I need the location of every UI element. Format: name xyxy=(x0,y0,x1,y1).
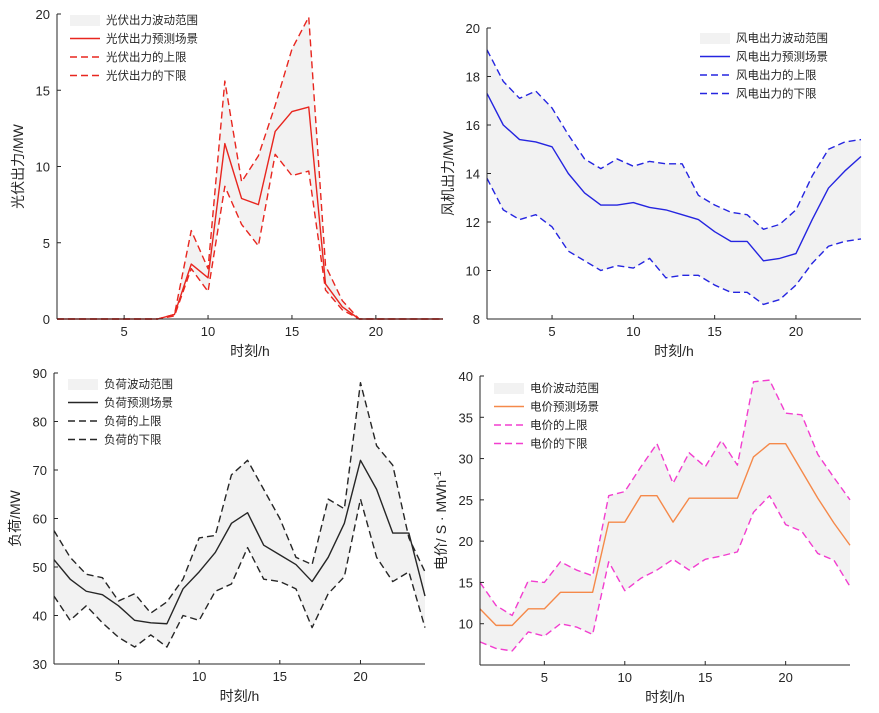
chart-panel-3: 5 10 15 20 30 40 50 60 70 80 90 时刻/h 负荷/MW 负荷波动范围负荷预测… xyxy=(7,366,426,704)
lower-limit-line xyxy=(53,498,426,648)
upper-limit-line xyxy=(486,49,862,230)
x-axis-label: 时刻/h xyxy=(654,343,694,359)
legend-label: 风电出力波动范围 xyxy=(736,31,828,45)
y-tick-label: 40 xyxy=(459,369,473,384)
y-tick-label: 50 xyxy=(33,560,47,575)
x-tick-label: 5 xyxy=(121,324,128,339)
x-tick-label: 10 xyxy=(626,324,640,339)
x-tick-label: 20 xyxy=(789,324,803,339)
legend-label: 负荷的上限 xyxy=(104,414,162,428)
range-band xyxy=(487,49,861,305)
y-tick-label: 20 xyxy=(459,534,473,549)
x-axis-label: 时刻/h xyxy=(645,689,685,705)
y-tick-label: 5 xyxy=(43,236,50,251)
y-tick-label: 30 xyxy=(33,657,47,672)
y-tick-label: 12 xyxy=(466,215,480,230)
y-tick-label: 10 xyxy=(36,160,50,175)
y-axis-label-superscript: -1 xyxy=(433,471,444,480)
legend-label: 光伏出力的下限 xyxy=(106,69,187,83)
y-axis-label: 电价/ S · MWh-1 xyxy=(433,471,450,571)
y-tick-label: 90 xyxy=(33,366,47,381)
legend-label: 电价波动范围 xyxy=(530,381,599,395)
legend-label: 风电出力的下限 xyxy=(736,87,817,101)
x-tick-label: 5 xyxy=(548,324,555,339)
y-tick-label: 20 xyxy=(36,7,50,22)
y-tick-label: 18 xyxy=(466,70,480,85)
y-tick-label: 0 xyxy=(43,312,50,327)
legend-label: 光伏出力预测场景 xyxy=(106,32,198,46)
chart-panel-4: 5 10 15 20 10 15 20 25 30 35 40 时刻/h 电价/ S · MWh-1 电价… xyxy=(433,369,851,705)
y-tick-label: 40 xyxy=(33,609,47,624)
legend-label: 风电出力的上限 xyxy=(736,68,817,82)
x-tick-label: 20 xyxy=(353,669,367,684)
lower-limit-line xyxy=(486,178,862,306)
x-tick-label: 10 xyxy=(201,324,215,339)
y-tick-label: 15 xyxy=(459,575,473,590)
y-axis-label: 负荷/MW xyxy=(7,489,23,547)
range-band xyxy=(54,382,425,648)
forecast-line xyxy=(479,443,851,627)
legend-label: 风电出力预测场景 xyxy=(736,50,828,64)
y-tick-label: 20 xyxy=(466,21,480,36)
x-tick-label: 20 xyxy=(369,324,383,339)
legend-swatch-band xyxy=(70,15,100,26)
y-tick-label: 70 xyxy=(33,463,47,478)
x-tick-label: 15 xyxy=(698,670,712,685)
y-tick-label: 8 xyxy=(473,312,480,327)
y-tick-label: 80 xyxy=(33,415,47,430)
x-tick-label: 5 xyxy=(115,669,122,684)
legend-label: 光伏出力波动范围 xyxy=(106,13,198,27)
y-tick-label: 30 xyxy=(459,452,473,467)
y-tick-label: 10 xyxy=(459,617,473,632)
x-tick-label: 20 xyxy=(778,670,792,685)
x-tick-label: 15 xyxy=(285,324,299,339)
y-tick-label: 15 xyxy=(36,83,50,98)
upper-limit-line xyxy=(479,379,851,617)
legend-label: 电价预测场景 xyxy=(530,400,599,414)
legend-swatch-band xyxy=(68,379,98,390)
x-tick-label: 10 xyxy=(618,670,632,685)
x-tick-label: 10 xyxy=(192,669,206,684)
legend-swatch-band xyxy=(700,33,730,44)
x-tick-label: 5 xyxy=(541,670,548,685)
y-tick-label: 60 xyxy=(33,512,47,527)
x-axis-label: 时刻/h xyxy=(220,688,260,704)
lower-limit-line xyxy=(479,495,851,652)
upper-limit-line xyxy=(53,382,426,614)
legend-label: 负荷的下限 xyxy=(104,433,162,447)
y-tick-label: 16 xyxy=(466,118,480,133)
chart-panel-1: 5 10 15 20 0 5 10 15 20 时刻/h 光伏出力/MW 光伏出力波动范围光伏出力预测… xyxy=(10,7,443,359)
y-axis-label: 风机出力/MW xyxy=(440,130,456,216)
range-band xyxy=(480,380,850,651)
y-tick-label: 25 xyxy=(459,493,473,508)
forecast-line xyxy=(53,459,426,625)
x-axis-label: 时刻/h xyxy=(230,343,270,359)
legend-label: 光伏出力的上限 xyxy=(106,50,187,64)
legend-label: 电价的上限 xyxy=(530,418,588,432)
legend-swatch-band xyxy=(494,383,524,394)
forecast-line xyxy=(486,93,862,262)
legend-label: 负荷波动范围 xyxy=(104,377,173,391)
y-tick-label: 14 xyxy=(466,167,480,182)
legend-label: 负荷预测场景 xyxy=(104,396,173,410)
legend-label: 电价的下限 xyxy=(530,437,588,451)
y-tick-label: 10 xyxy=(466,264,480,279)
x-tick-label: 15 xyxy=(707,324,721,339)
y-tick-label: 35 xyxy=(459,410,473,425)
x-tick-label: 15 xyxy=(273,669,287,684)
chart-panel-2: 5 10 15 20 8 10 12 14 16 18 20 时刻/h 风机出力/MW 风电出力波动范围风… xyxy=(440,21,862,359)
y-axis-label: 光伏出力/MW xyxy=(10,123,26,209)
